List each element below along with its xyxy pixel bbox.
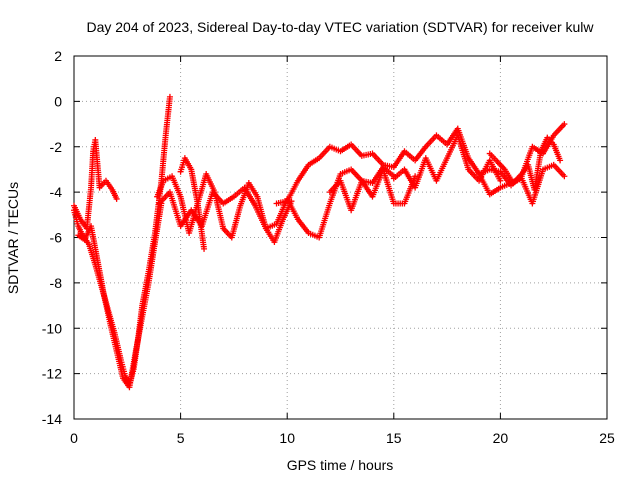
data-point: [557, 157, 564, 164]
data-point: [201, 245, 208, 252]
data-point: [166, 93, 173, 100]
x-tick-label: 10: [279, 430, 295, 446]
y-tick-label: -4: [50, 184, 63, 200]
x-tick-label: 0: [70, 430, 78, 446]
y-tick-label: 0: [54, 93, 62, 109]
x-axis-label: GPS time / hours: [287, 457, 394, 473]
data-point: [497, 177, 504, 184]
y-tick-label: -2: [50, 139, 63, 155]
y-axis: -14 -12 -10 -8 -6 -4 -2 0 2: [42, 48, 607, 427]
data-point: [561, 121, 568, 128]
y-tick-label: -8: [50, 275, 63, 291]
y-tick-label: -12: [42, 366, 62, 382]
y-axis-label: SDTVAR / TECUs: [5, 182, 21, 294]
y-tick-label: -14: [42, 411, 62, 427]
x-tick-label: 20: [493, 430, 509, 446]
x-axis: 0 5 10 15 20 25: [70, 56, 615, 446]
y-tick-label: 2: [54, 48, 62, 64]
data-point: [561, 173, 568, 180]
data-point: [412, 173, 419, 180]
chart-title: Day 204 of 2023, Sidereal Day-to-day VTE…: [86, 19, 594, 35]
y-tick-label: -6: [50, 230, 63, 246]
x-tick-label: 25: [599, 430, 615, 446]
data-point: [113, 195, 120, 202]
y-tick-label: -10: [42, 320, 62, 336]
x-tick-label: 15: [386, 430, 402, 446]
data-series: [71, 93, 568, 391]
x-tick-label: 5: [177, 430, 185, 446]
